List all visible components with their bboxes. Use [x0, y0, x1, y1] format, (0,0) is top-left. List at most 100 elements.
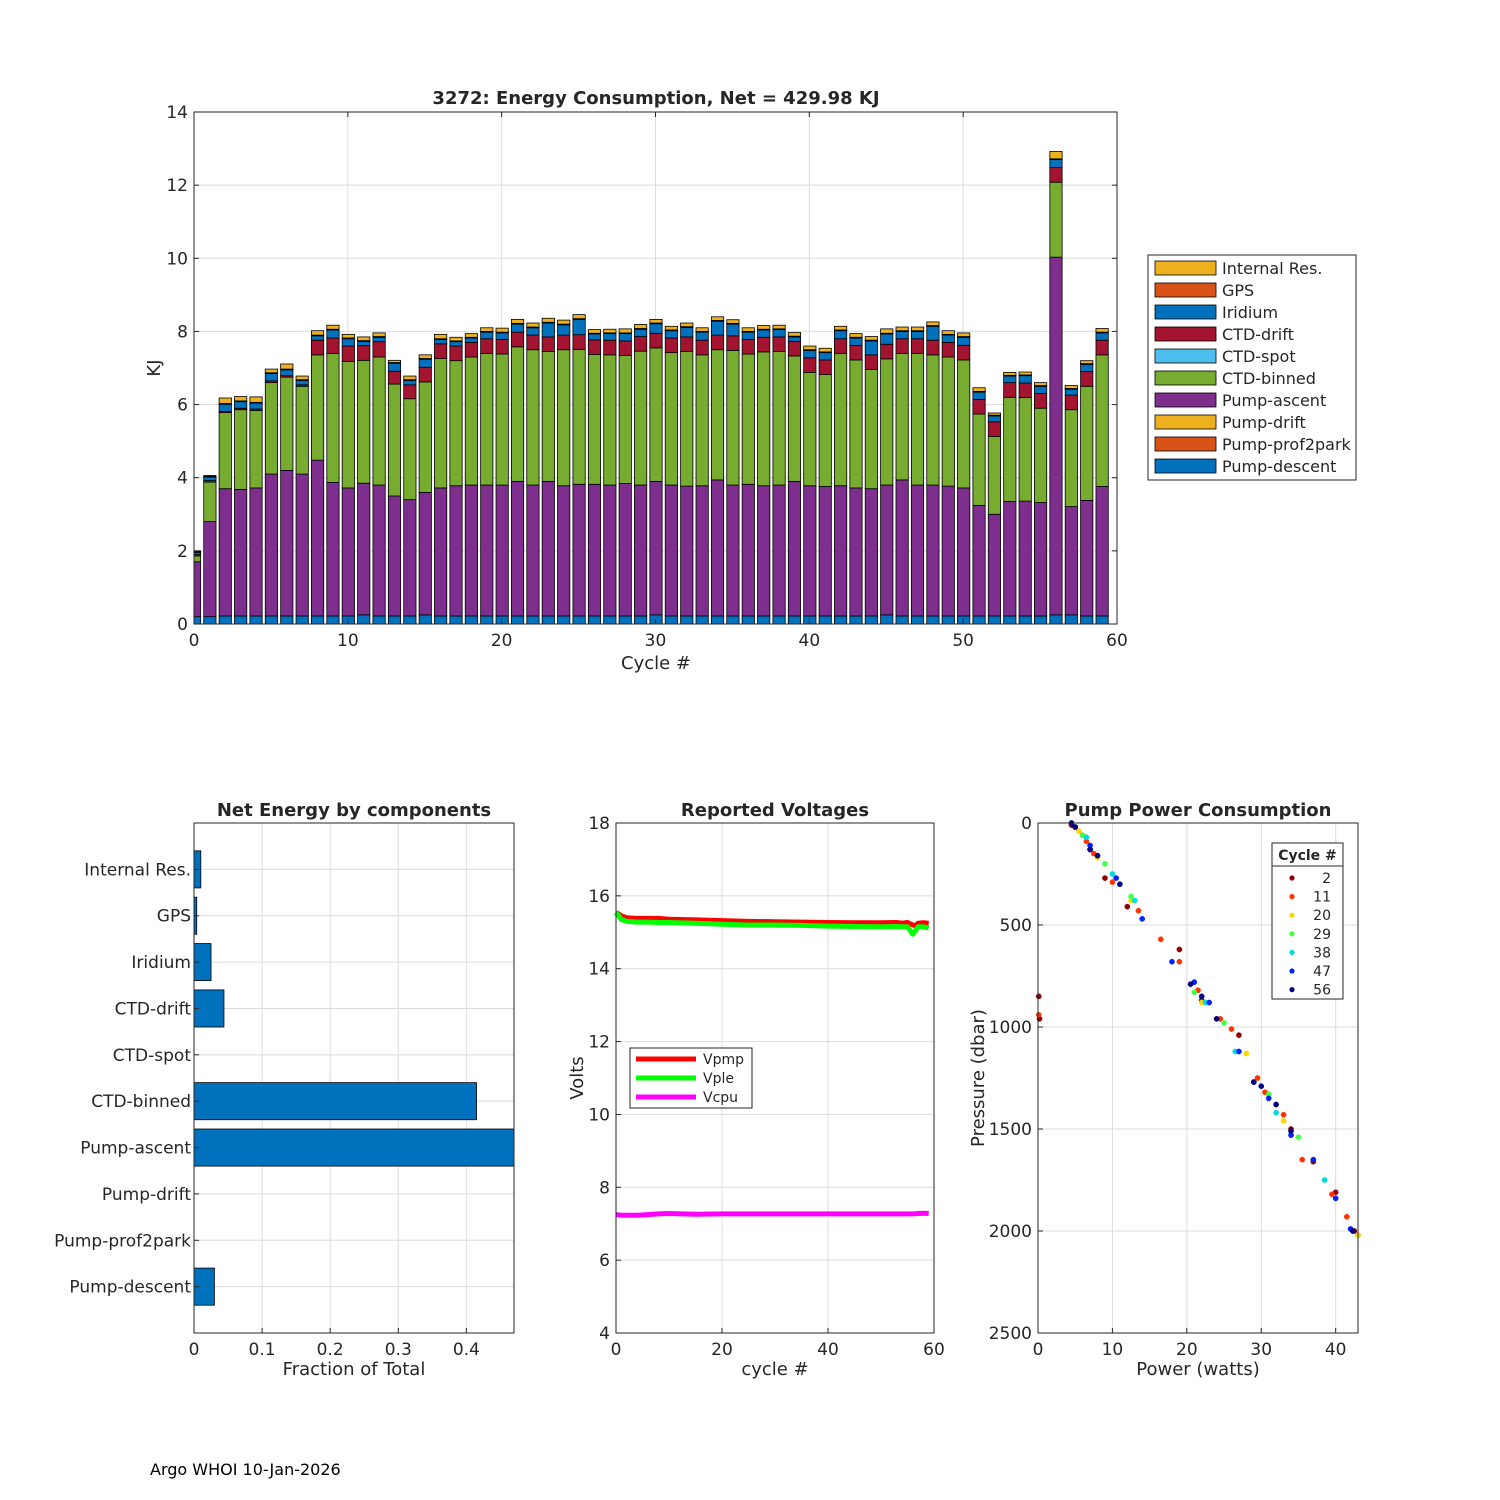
bar-segment [1064, 409, 1078, 508]
bar-segment [526, 484, 540, 617]
bar-segment [941, 330, 955, 335]
legend-swatch [1154, 370, 1217, 386]
bar-segment [464, 337, 478, 343]
bar-segment [680, 327, 694, 338]
legend-swatch [1154, 348, 1217, 364]
bar-segment [449, 360, 463, 487]
bar-segment [664, 330, 678, 339]
legend-marker [1289, 912, 1295, 918]
plot-frame [1037, 822, 1359, 1334]
bar-segment [541, 615, 555, 624]
data-point-cycle-20 [1280, 1117, 1287, 1124]
bar-segment [1064, 385, 1078, 389]
bar-segment [249, 615, 263, 624]
bar-segment [357, 345, 371, 361]
bar-segment [680, 322, 694, 328]
bar-segment [326, 615, 340, 624]
data-point-cycle-11 [1135, 907, 1142, 914]
bar-segment [634, 324, 648, 329]
bar-segment [972, 391, 986, 400]
bar-segment [895, 479, 909, 617]
bar-segment [1049, 256, 1063, 616]
bar-segment [618, 340, 632, 356]
bar-segment [649, 318, 663, 324]
bar-segment [311, 354, 325, 461]
bar-segment [880, 343, 894, 360]
x-axis-label: Power (watts) [1136, 1359, 1259, 1380]
legend-swatch [1154, 458, 1217, 474]
bar-segment [1095, 354, 1109, 487]
bar-segment [418, 614, 432, 624]
legend-marker [1289, 987, 1295, 993]
y-tick-label: 12 [588, 1033, 610, 1053]
bar-segment [603, 339, 617, 356]
bar-segment [787, 336, 802, 342]
bar-segment [864, 615, 878, 624]
bar-segment [972, 387, 986, 392]
bar-segment [387, 615, 402, 624]
bar-segment [910, 484, 925, 617]
bar-segment [510, 318, 525, 324]
bar-segment [357, 336, 371, 341]
chart-title: Reported Voltages [681, 800, 869, 821]
bar-segment [1034, 615, 1048, 624]
bar-segment [464, 333, 478, 338]
bar-segment [449, 336, 463, 342]
bar-segment [341, 338, 355, 347]
bar-segment [587, 615, 602, 624]
bar-segment [895, 615, 909, 624]
bar-segment [941, 334, 955, 343]
x-tick-label: 60 [923, 1340, 945, 1360]
bar-segment [1003, 382, 1017, 398]
y-tick-label: 8 [599, 1178, 610, 1198]
x-tick-label: 20 [1176, 1340, 1198, 1360]
bar-segment [895, 326, 909, 332]
bar-segment [434, 339, 448, 345]
legend-swatch [1154, 414, 1217, 430]
bar-segment [557, 485, 571, 617]
bar-segment [1080, 499, 1094, 617]
bar-segment [449, 615, 463, 624]
bar-segment [910, 326, 925, 332]
chart-title: 3272: Energy Consumption, Net = 429.98 K… [432, 88, 879, 109]
legend-label: Pump-prof2park [1222, 435, 1352, 454]
legend-label: 29 [1313, 927, 1331, 943]
bar-segment [1049, 167, 1063, 183]
bar-segment [541, 322, 555, 338]
series-line-vpmp [614, 910, 929, 929]
bar-segment [634, 350, 648, 486]
bar-segment [941, 356, 955, 487]
legend-swatch [1154, 436, 1217, 452]
legend: Vpmp Vple Vcpu [629, 1047, 753, 1109]
bar-segment [957, 336, 971, 346]
x-tick-label: 0 [189, 1340, 200, 1360]
bar-segment [510, 480, 525, 617]
data-point-cycle-56 [1273, 1101, 1279, 1108]
y-tick-label: 10 [166, 249, 188, 269]
bar-segment [526, 615, 540, 624]
bar-segment [1095, 615, 1109, 624]
bar-segment [880, 358, 894, 486]
bar-segment [218, 397, 232, 404]
bar-segment [218, 403, 232, 412]
bar-segment [726, 335, 740, 351]
bar-segment [372, 615, 386, 624]
bar-segment [587, 483, 602, 617]
y-tick-label: 16 [588, 887, 610, 907]
y-tick-label: 6 [599, 1251, 610, 1271]
bar-segment [249, 396, 263, 403]
bar-segment [741, 483, 755, 617]
data-point-cycle-20 [1243, 1050, 1250, 1057]
bar-segment [403, 384, 417, 400]
bar-segment [495, 327, 509, 333]
bar-segment [495, 332, 509, 340]
bar-segment [311, 459, 325, 617]
bar-segment [710, 334, 725, 351]
bar-segment [357, 359, 371, 484]
bar-segment [1018, 382, 1032, 399]
x-tick-label: 40 [1325, 1340, 1347, 1360]
y-tick-label: Iridium [131, 953, 191, 973]
bar-segment [803, 485, 817, 617]
bar-segment [234, 489, 248, 617]
bar-segment [572, 348, 586, 485]
